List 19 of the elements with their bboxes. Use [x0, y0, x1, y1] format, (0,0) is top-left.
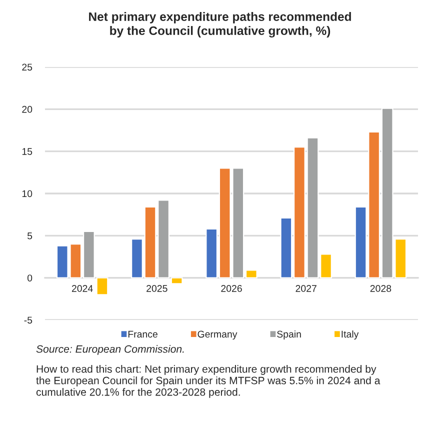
legend-label: France [128, 330, 158, 338]
x-tick-label: 2026 [221, 285, 242, 292]
y-tick-label: 5 [27, 232, 32, 240]
legend-label: Germany [198, 330, 238, 340]
y-tick-label: -5 [24, 316, 32, 324]
y-tick-label: 0 [27, 274, 32, 282]
legend-label: Spain [277, 330, 301, 340]
legend-label: Italy [342, 330, 359, 340]
x-tick-label: 2028 [370, 285, 392, 292]
y-tick-label: 10 [22, 190, 32, 198]
source-note: Source: European Commission. [36, 345, 184, 355]
chart-title: Net primary expenditure paths recommended by the Council (cumulative growth, %) [89, 12, 351, 38]
x-tick-label: 2025 [146, 285, 168, 292]
y-tick-label: 15 [22, 148, 32, 155]
x-tick-label: 2027 [296, 285, 316, 292]
text: How to read this chart: Net primary expenditure growth recommended by the European Council for Spain under its MTFSP was 5.5% in 2024 and a cumulative 20.1% for the 2023-2028 period. [36, 365, 380, 398]
x-tick-label: 2024 [72, 285, 93, 292]
y-tick-label: 25 [22, 64, 32, 71]
y-tick-label: 20 [22, 106, 32, 113]
